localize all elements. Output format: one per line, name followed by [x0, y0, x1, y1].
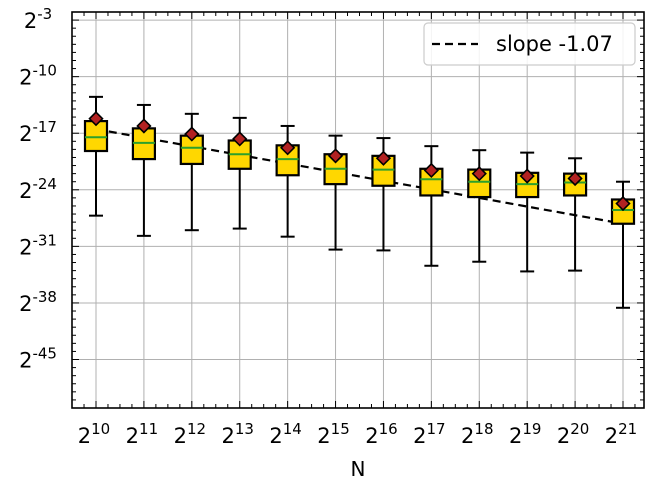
- x-tick-base: 2: [461, 424, 474, 448]
- y-tick-exponent: -24: [32, 175, 57, 193]
- x-tick-base: 2: [365, 424, 378, 448]
- mean-marker: [375, 150, 392, 166]
- y-tick-base: 2: [24, 9, 37, 33]
- y-tick-label: 2-10: [19, 62, 57, 90]
- y-tick-base: 2: [19, 349, 32, 373]
- x-tick-label: 213: [221, 420, 253, 448]
- x-tick-base: 2: [269, 424, 282, 448]
- x-tick-exponent: 16: [379, 420, 398, 438]
- mean-marker: [567, 170, 583, 187]
- mean-marker: [519, 168, 535, 184]
- box-group: [371, 137, 396, 252]
- x-tick-exponent: 19: [522, 420, 541, 438]
- y-tick-base: 2: [19, 292, 32, 316]
- mean-marker: [136, 118, 152, 134]
- y-tick-base: 2: [19, 235, 32, 259]
- y-tick-label: 2-38: [19, 288, 57, 316]
- x-tick-base: 2: [78, 424, 91, 448]
- x-tick-exponent: 15: [331, 420, 350, 438]
- grid-lines: [72, 12, 644, 408]
- y-tick-base: 2: [19, 66, 32, 90]
- box-group: [610, 180, 636, 309]
- x-tick-label: 216: [365, 420, 397, 448]
- y-tick-exponent: -38: [32, 288, 57, 306]
- x-tick-exponent: 20: [570, 420, 589, 438]
- legend-box: [423, 22, 636, 66]
- x-tick-exponent: 21: [618, 420, 637, 438]
- x-tick-base: 2: [605, 424, 618, 448]
- y-tick-exponent: -10: [32, 62, 57, 80]
- x-tick-exponent: 10: [91, 420, 110, 438]
- x-tick-label: 218: [461, 420, 493, 448]
- plot-frame: [71, 11, 645, 409]
- box-group: [83, 95, 109, 217]
- x-tick-exponent: 11: [139, 420, 158, 438]
- mean-marker: [88, 111, 104, 127]
- mean-marker: [232, 131, 248, 147]
- axes: 210 211 212 213 214 215 216 217 218 219 220 2212-32…: [19, 5, 645, 481]
- x-tick-base: 2: [509, 424, 522, 448]
- mean-marker: [327, 148, 344, 164]
- y-tick-base: 2: [19, 122, 32, 146]
- box-group: [562, 157, 588, 272]
- x-tick-label: 217: [413, 420, 445, 448]
- x-tick-exponent: 13: [235, 420, 254, 438]
- x-tick-label: 220: [557, 420, 589, 448]
- y-tick-label: 2-31: [19, 231, 57, 259]
- x-tick-base: 2: [413, 424, 426, 448]
- box-group: [131, 103, 157, 237]
- box-group: [467, 149, 492, 263]
- fit-line: [95, 128, 624, 225]
- x-tick-exponent: 14: [283, 420, 302, 438]
- y-tick-exponent: -17: [32, 118, 57, 136]
- mean-marker: [184, 126, 200, 142]
- fit-line-layer: [95, 128, 624, 225]
- box-group: [179, 112, 204, 232]
- x-tick-exponent: 17: [427, 420, 446, 438]
- legend: slope -1.07: [423, 22, 636, 66]
- y-tick-label: 2-3: [24, 5, 52, 33]
- mean-marker: [423, 162, 439, 179]
- x-tick-label: 219: [509, 420, 541, 448]
- x-tick-label: 211: [126, 420, 158, 448]
- x-tick-base: 2: [221, 424, 234, 448]
- mean-marker: [280, 140, 296, 156]
- box-group: [419, 145, 444, 267]
- y-tick-base: 2: [19, 179, 32, 203]
- x-tick-label: 212: [174, 420, 206, 448]
- box-group: [323, 134, 348, 251]
- y-tick-label: 2-17: [19, 118, 57, 146]
- boxes-layer: [83, 95, 636, 309]
- x-tick-base: 2: [317, 424, 330, 448]
- x-tick-exponent: 18: [474, 420, 493, 438]
- y-tick-label: 2-24: [19, 175, 57, 203]
- x-tick-base: 2: [174, 424, 187, 448]
- y-tick-label: 2-45: [19, 345, 57, 373]
- y-tick-exponent: -31: [32, 231, 57, 249]
- mean-marker: [471, 166, 487, 182]
- box-group: [227, 116, 252, 230]
- x-tick-label: 210: [78, 420, 110, 448]
- x-tick-label: 214: [269, 420, 301, 448]
- legend-label: slope -1.07: [496, 32, 613, 56]
- mean-marker: [615, 195, 631, 212]
- x-tick-label: 215: [317, 420, 349, 448]
- x-tick-base: 2: [557, 424, 570, 448]
- x-tick-base: 2: [126, 424, 139, 448]
- x-tick-exponent: 12: [187, 420, 206, 438]
- box-group: [275, 124, 300, 238]
- x-axis-label: N: [351, 457, 366, 481]
- box-group: [515, 151, 540, 273]
- x-tick-label: 221: [605, 420, 637, 448]
- y-tick-exponent: -45: [32, 345, 57, 363]
- y-tick-exponent: -3: [37, 5, 52, 23]
